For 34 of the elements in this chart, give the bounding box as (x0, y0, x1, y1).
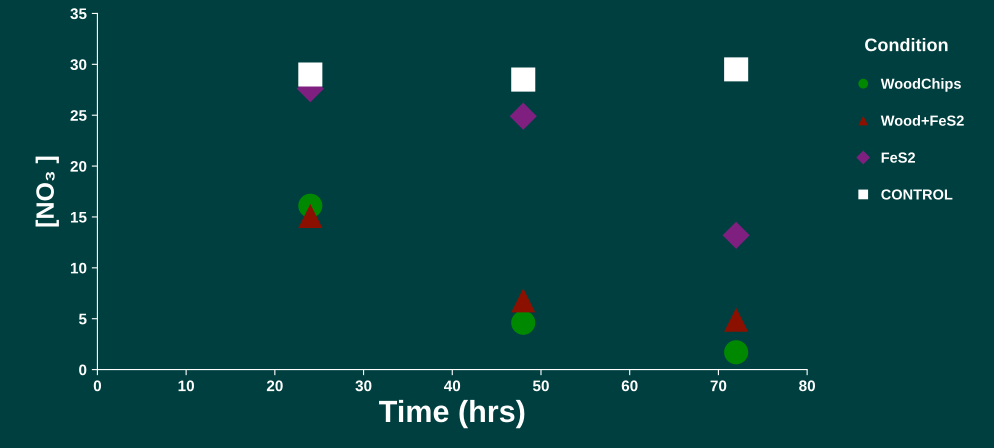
legend-label: Wood+FeS2 (880, 115, 964, 126)
y-tick-label: 30 (70, 59, 86, 70)
x-tick-label: 80 (799, 380, 815, 392)
point (511, 68, 536, 92)
y-tick-label: 20 (70, 160, 86, 172)
y-tick-label: 25 (70, 110, 87, 121)
x-tick-label: 20 (266, 380, 283, 392)
x-axis-title: Time (hrs) (379, 400, 524, 428)
y-tick-label: 0 (79, 364, 86, 376)
legend-label: FeS2 (882, 152, 915, 163)
x-tick-label: 60 (622, 380, 638, 392)
x-tick-label: 10 (178, 380, 194, 392)
point (724, 308, 748, 332)
legend-label: WoodChips (880, 78, 961, 92)
x-tick-label: 40 (444, 380, 460, 392)
point (510, 102, 537, 130)
x-tick-label: 0 (94, 380, 102, 392)
point (511, 310, 536, 335)
x-tick-label: 30 (355, 380, 372, 392)
y-tick-label: 35 (70, 8, 87, 20)
point (298, 204, 322, 228)
point (298, 62, 322, 87)
y-axis-title: [NO₃ ] (36, 156, 59, 226)
point (724, 340, 748, 364)
point (724, 57, 748, 82)
y-tick-label: 5 (78, 314, 87, 324)
legend-label: CONTROL (881, 189, 952, 200)
y-tick-label: 10 (70, 262, 86, 274)
legend-title: Condition (865, 38, 948, 52)
x-tick-label: 70 (710, 380, 726, 392)
point (722, 222, 750, 249)
x-tick-label: 50 (532, 380, 549, 392)
point (511, 288, 536, 312)
y-tick-label: 15 (70, 212, 87, 223)
